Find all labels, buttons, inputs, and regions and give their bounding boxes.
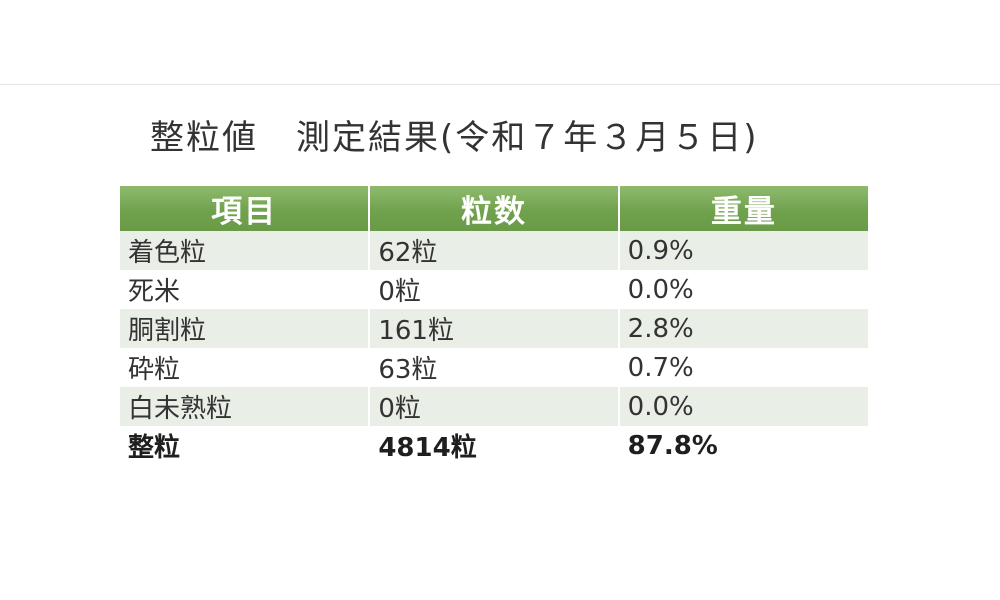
header-item: 項目 <box>120 186 371 231</box>
cell-count: 4814粒 <box>369 426 620 465</box>
cell-item: 整粒 <box>120 426 371 465</box>
cell-weight: 0.7% <box>618 348 868 387</box>
cell-item: 胴割粒 <box>120 309 371 348</box>
page-title: 整粒値 測定結果(令和７年３月５日) <box>150 110 759 159</box>
title-sub: 測定結果(令和７年３月５日) <box>296 118 759 158</box>
cell-count: 63粒 <box>369 348 620 387</box>
table-row-total: 整粒 4814粒 87.8% <box>120 426 868 465</box>
cell-count: 161粒 <box>369 309 620 348</box>
cell-weight: 2.8% <box>618 309 868 348</box>
table-header-row: 項目 粒数 重量 <box>120 186 868 231</box>
cell-item: 死米 <box>120 270 371 309</box>
table-row: 着色粒 62粒 0.9% <box>120 231 868 270</box>
cell-count: 62粒 <box>369 231 620 270</box>
cell-item: 着色粒 <box>120 231 371 270</box>
cell-item: 白未熟粒 <box>120 387 371 426</box>
header-count: 粒数 <box>369 186 620 231</box>
top-divider <box>0 84 1000 85</box>
table-row: 砕粒 63粒 0.7% <box>120 348 868 387</box>
table-row: 胴割粒 161粒 2.8% <box>120 309 868 348</box>
cell-item: 砕粒 <box>120 348 371 387</box>
table-row: 白未熟粒 0粒 0.0% <box>120 387 868 426</box>
cell-weight: 0.0% <box>618 387 868 426</box>
results-table: 項目 粒数 重量 着色粒 62粒 0.9% 死米 0粒 0.0% 胴割粒 161… <box>120 186 868 465</box>
table-row: 死米 0粒 0.0% <box>120 270 868 309</box>
cell-weight: 0.0% <box>618 270 868 309</box>
header-weight: 重量 <box>618 186 868 231</box>
cell-weight: 87.8% <box>618 426 868 465</box>
cell-count: 0粒 <box>369 270 620 309</box>
cell-count: 0粒 <box>369 387 620 426</box>
title-main: 整粒値 <box>150 118 258 158</box>
cell-weight: 0.9% <box>618 231 868 270</box>
